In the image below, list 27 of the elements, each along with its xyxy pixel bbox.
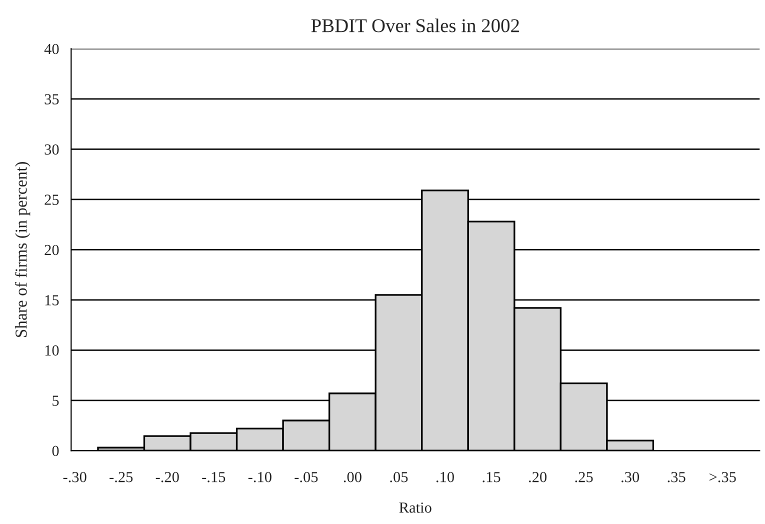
y-tick-label: 0 — [52, 446, 59, 456]
y-tick-label: 5 — [52, 396, 59, 406]
y-tick-label: 25 — [44, 194, 59, 205]
x-tick-label: .20 — [529, 472, 547, 482]
y-tick-label: 15 — [45, 295, 59, 306]
y-tick-label: 10 — [45, 345, 59, 356]
y-tick-label: 30 — [44, 144, 59, 155]
y-tick-label: 40 — [44, 44, 59, 54]
x-tick-label: -.25 — [110, 472, 133, 482]
x-axis-title: Ratio — [399, 502, 432, 513]
x-tick-label: -.10 — [248, 472, 272, 482]
x-tick-label: .10 — [436, 472, 454, 482]
x-tick-label: >.35 — [710, 472, 736, 482]
y-axis-title: Share of firms (in percent) — [14, 162, 30, 337]
x-tick-label: .35 — [668, 472, 686, 482]
x-tick-label: .15 — [482, 472, 500, 482]
x-tick-label: -.30 — [63, 472, 86, 482]
x-tick-label: -.15 — [202, 472, 226, 482]
x-tick-label: -.05 — [294, 472, 318, 482]
x-tick-label: .25 — [575, 472, 593, 482]
chart-title: PBDIT Over Sales in 2002 — [311, 18, 519, 32]
x-tick-label: .05 — [390, 472, 408, 482]
x-tick-label: .30 — [622, 472, 640, 482]
y-tick-label: 35 — [44, 94, 59, 104]
x-tick-label: .00 — [344, 472, 362, 482]
x-tick-label: -.20 — [156, 472, 179, 482]
y-tick-label: 20 — [44, 244, 59, 256]
